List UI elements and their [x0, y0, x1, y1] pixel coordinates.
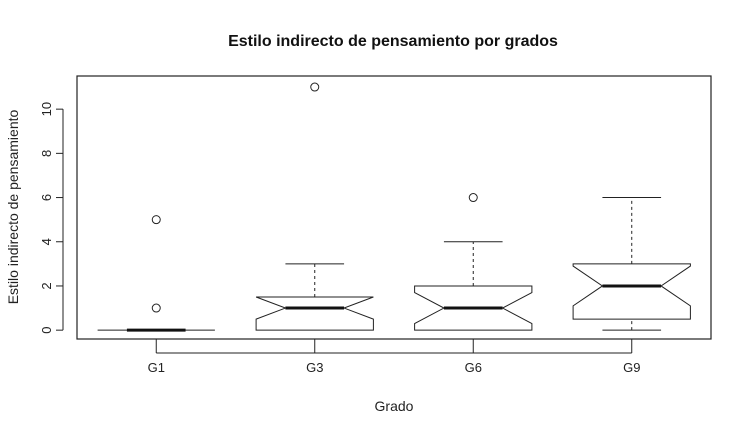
y-tick-label: 2: [39, 282, 54, 289]
y-tick-label: 6: [39, 194, 54, 201]
x-tick-label: G1: [148, 360, 165, 375]
box-G9: [572, 197, 691, 331]
x-axis-label: Grado: [375, 398, 414, 414]
box-G6: [414, 193, 533, 331]
y-axis-label: Estilo indirecto de pensamiento: [5, 110, 21, 305]
x-tick-label: G3: [306, 360, 323, 375]
plot-frame: [76, 75, 712, 340]
y-tick-label: 10: [39, 102, 54, 116]
y-tick-label: 0: [39, 327, 54, 334]
x-axis: G1 G3 G6 G9: [148, 339, 640, 375]
outlier-point: [151, 303, 161, 313]
box-G1: [97, 215, 215, 332]
x-tick-label: G6: [465, 360, 482, 375]
boxes-group: [97, 82, 691, 332]
outlier-point: [468, 193, 478, 203]
y-axis: 0 2 4 6 8 10: [39, 102, 64, 334]
y-tick-label: 8: [39, 150, 54, 157]
y-tick-label: 4: [39, 238, 54, 245]
outlier-point: [310, 82, 320, 92]
box-G3: [255, 82, 374, 331]
notched-box: [572, 263, 691, 320]
chart-title: Estilo indirecto de pensamiento por grad…: [228, 33, 558, 50]
outlier-point: [151, 215, 161, 225]
notched-box: [255, 296, 374, 331]
x-tick-label: G9: [623, 360, 640, 375]
